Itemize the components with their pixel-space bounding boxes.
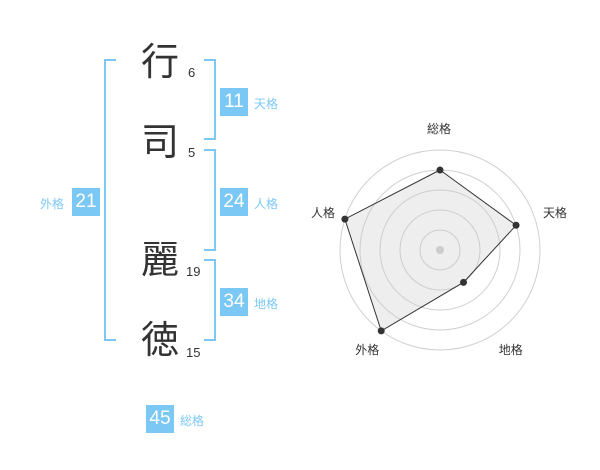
data-point-2: [460, 278, 468, 286]
gaikaku-value: 21: [72, 188, 100, 216]
tenkaku-bracket: [204, 59, 216, 140]
grid-ring: [379, 189, 501, 311]
radar-polygon: [344, 169, 517, 332]
center-dot: [436, 246, 444, 254]
soukaku-value: 45: [146, 405, 174, 433]
radar-axis-label: 外格: [355, 342, 380, 357]
tenkaku-value: 11: [220, 88, 248, 116]
name-char-2: 司: [140, 120, 179, 164]
radar-axis-label: 総格: [427, 122, 452, 136]
stroke-count-1: 6: [188, 65, 196, 80]
soukaku-label: 総格: [180, 414, 205, 428]
data-point-1: [512, 221, 520, 229]
name-char-3: 麗: [140, 238, 179, 282]
name-char-1: 行: [140, 40, 179, 84]
data-point-0: [436, 166, 444, 174]
radar-axis-label: 地格: [498, 342, 523, 357]
jinkaku-value: 24: [220, 188, 248, 216]
gaikaku-bracket: [104, 59, 116, 341]
jinkaku-bracket: [204, 149, 216, 251]
chikaku-value: 34: [220, 288, 248, 316]
stroke-count-4: 15: [186, 345, 201, 360]
stroke-count-3: 19: [186, 264, 201, 279]
data-point-3: [377, 327, 385, 335]
grid-ring: [419, 229, 461, 271]
jinkaku-label: 人格: [254, 197, 279, 211]
radar-axis-label: 天格: [543, 206, 568, 221]
chikaku-bracket: [204, 259, 216, 341]
stroke-count-2: 5: [188, 145, 196, 160]
data-point-4: [341, 215, 349, 223]
grid-ring: [339, 149, 541, 351]
gaikaku-label: 外格: [40, 197, 65, 211]
chikaku-label: 地格: [254, 297, 279, 311]
radar-axis-label: 人格: [310, 206, 335, 221]
name-char-4: 徳: [140, 318, 179, 362]
grid-ring: [399, 209, 481, 291]
tenkaku-label: 天格: [254, 97, 279, 111]
